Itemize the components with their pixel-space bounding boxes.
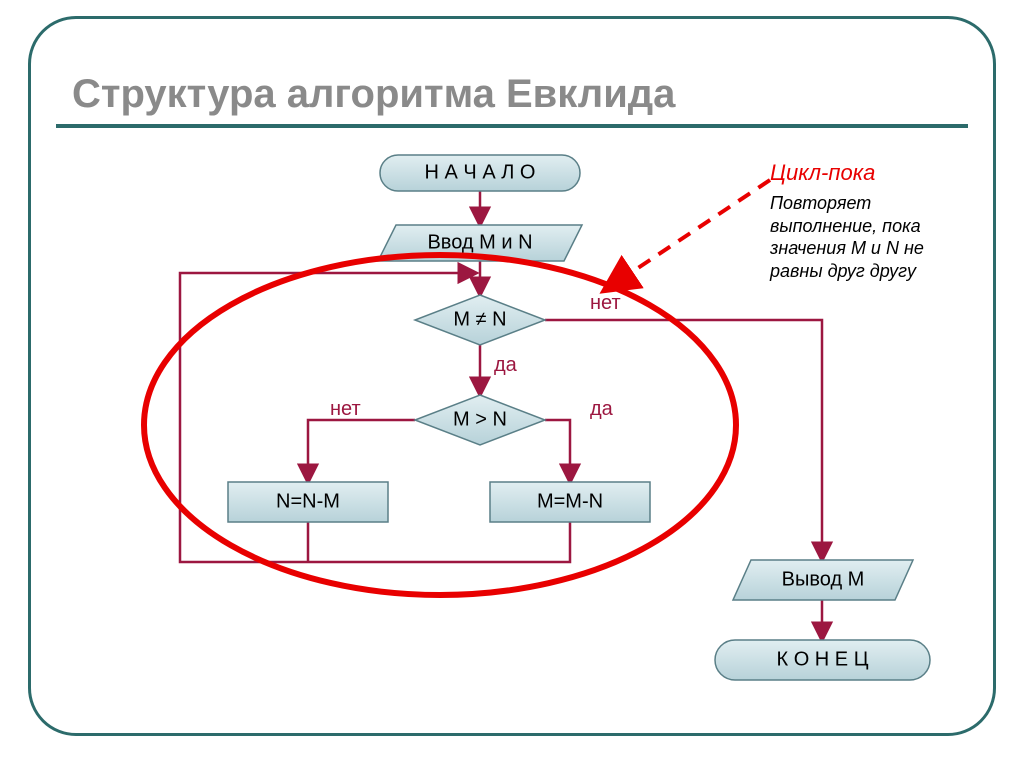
node-label-cond2: M > N [453,408,507,430]
annotation-body: Повторяет выполнение, пока значения M и … [770,192,980,282]
node-label-output: Вывод M [782,568,865,590]
label-no-2: нет [330,398,361,421]
label-yes-1: да [494,354,517,377]
node-label-start: Н А Ч А Л О [425,161,536,183]
label-yes-2: да [590,398,613,421]
flowchart: Н А Ч А Л О Ввод M и N M ≠ N M > N N=N-M M=M-… [0,0,1024,767]
edge-right-merge [308,522,570,562]
node-label-right: M=M-N [537,490,603,512]
edge-cond2-right [545,420,570,482]
node-label-left: N=N-M [276,490,340,512]
edge-cond2-left [308,420,415,482]
node-label-input: Ввод M и N [427,231,532,253]
node-label-end: К О Н Е Ц [776,648,868,670]
annotation-arrow [605,180,770,290]
label-no-1: нет [590,292,621,315]
annotation-title: Цикл-пока [770,160,875,186]
node-label-cond1: M ≠ N [453,308,506,330]
